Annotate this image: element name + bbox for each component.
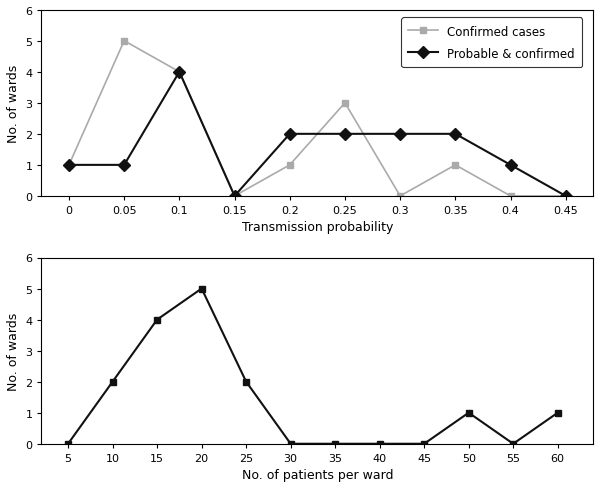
Probable & confirmed [121, 163, 128, 168]
Probable & confirmed [562, 194, 569, 200]
Probable & confirmed [176, 70, 183, 76]
Probable & confirmed [452, 132, 459, 138]
Line: Confirmed cases: Confirmed cases [65, 38, 569, 200]
Probable & confirmed [286, 132, 293, 138]
Confirmed cases [231, 194, 238, 200]
Confirmed cases [121, 39, 128, 44]
X-axis label: Transmission probability: Transmission probability [242, 221, 393, 234]
Confirmed cases [65, 163, 73, 168]
Y-axis label: No. of wards: No. of wards [7, 64, 20, 142]
Confirmed cases [176, 70, 183, 76]
X-axis label: No. of patients per ward: No. of patients per ward [242, 468, 393, 481]
Probable & confirmed [65, 163, 73, 168]
Probable & confirmed [341, 132, 349, 138]
Confirmed cases [507, 194, 514, 200]
Line: Probable & confirmed: Probable & confirmed [65, 68, 570, 201]
Confirmed cases [562, 194, 569, 200]
Confirmed cases [397, 194, 404, 200]
Confirmed cases [286, 163, 293, 168]
Legend: Confirmed cases, Probable & confirmed: Confirmed cases, Probable & confirmed [401, 19, 582, 68]
Confirmed cases [452, 163, 459, 168]
Y-axis label: No. of wards: No. of wards [7, 312, 20, 390]
Probable & confirmed [397, 132, 404, 138]
Probable & confirmed [507, 163, 514, 168]
Confirmed cases [341, 101, 349, 106]
Probable & confirmed [231, 194, 238, 200]
